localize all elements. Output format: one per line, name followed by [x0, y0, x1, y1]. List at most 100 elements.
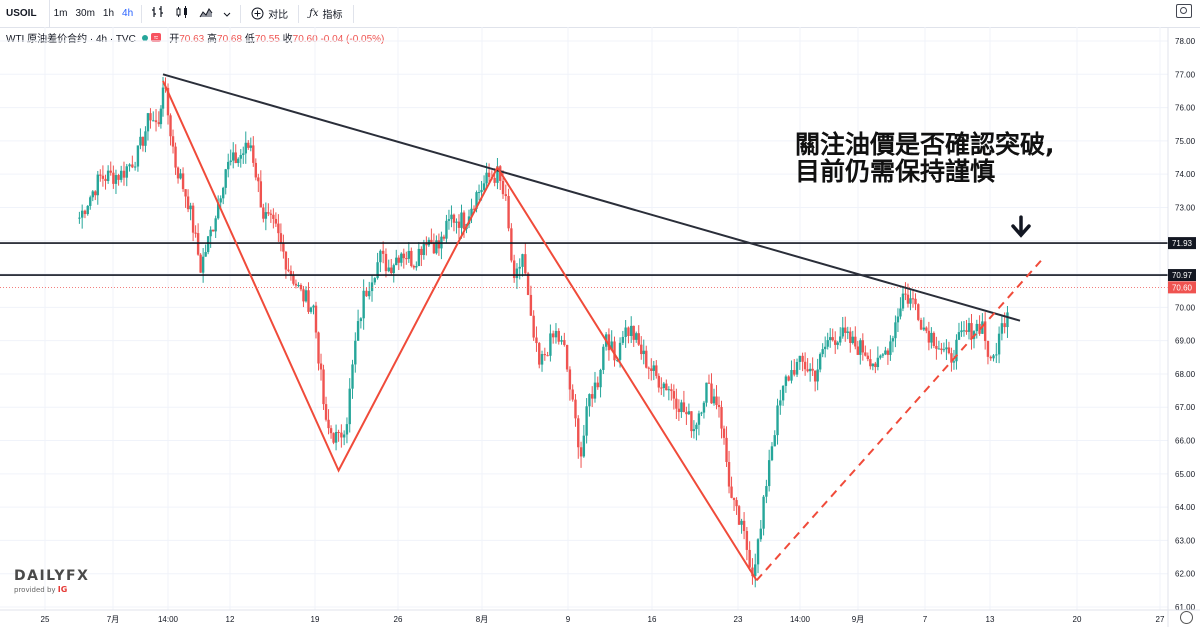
candle-body [257, 177, 260, 182]
bar-style-icon[interactable] [146, 5, 170, 22]
candle-body [665, 383, 668, 391]
candle-body [252, 145, 255, 163]
candle-body [417, 248, 421, 267]
gear-icon[interactable] [1180, 611, 1193, 624]
candle-body [224, 169, 227, 188]
candle-body [950, 353, 953, 363]
candle-body [430, 239, 433, 244]
candle-body [279, 233, 283, 243]
candle-body [146, 113, 150, 132]
candle-body [174, 146, 177, 168]
candle-body [917, 304, 920, 320]
candle-body [80, 210, 84, 218]
candle-body [889, 341, 892, 355]
time-tick-label: 7 [923, 615, 928, 624]
candle-body [901, 293, 905, 309]
candle-body [171, 136, 175, 147]
approx-badge[interactable]: ≈ [150, 33, 162, 42]
candle-body [356, 321, 360, 341]
price-tick-label: 70.00 [1175, 303, 1196, 312]
candle-body [402, 253, 405, 259]
candle-body [176, 167, 180, 179]
candle-body [91, 191, 94, 198]
price-tick-label: 67.00 [1175, 403, 1196, 412]
candle-body [687, 411, 691, 415]
candle-body [422, 244, 426, 256]
candle-body [829, 337, 832, 341]
candle-body [227, 161, 230, 170]
camera-icon[interactable] [1176, 4, 1192, 18]
price-tick-label: 77.00 [1175, 70, 1196, 79]
candle-body [274, 218, 278, 224]
candle-body [935, 345, 938, 349]
candle-body [348, 388, 351, 425]
candle-body [538, 343, 541, 365]
candle-body [571, 389, 574, 400]
candle-body [672, 391, 676, 399]
time-tick-label: 27 [1156, 615, 1165, 624]
candle-body [859, 340, 862, 355]
candle-body [919, 319, 923, 330]
candle-body [621, 336, 625, 343]
candle-body [239, 154, 242, 159]
candle-body [930, 332, 933, 343]
logo-sub: provided by IG [14, 585, 68, 594]
candle-body [345, 424, 349, 435]
candle-body [432, 243, 436, 254]
price-tick-label: 63.00 [1175, 536, 1196, 545]
candle-body [249, 145, 252, 148]
candle-body [655, 365, 658, 376]
price-label: 70.97 [1172, 271, 1193, 280]
candle-body [181, 173, 185, 190]
symbol-search[interactable]: USOIL [0, 0, 50, 27]
candle-body [194, 232, 197, 234]
candle-body [657, 375, 661, 388]
candle-body [891, 338, 895, 342]
interval-1h[interactable]: 1h [102, 8, 115, 19]
price-tick-label: 74.00 [1175, 170, 1196, 179]
candle-body [705, 382, 708, 403]
time-tick-label: 23 [734, 615, 743, 624]
price-chart[interactable]: 61.00 62.00 63.00 64.00 65.00 66.00 67.00 68.00… [0, 27, 1200, 627]
interval-30m[interactable]: 30m [75, 8, 95, 19]
candle-body [322, 369, 325, 405]
candle-body [267, 212, 270, 214]
candle-body [136, 145, 140, 167]
compare-button[interactable]: 对比 [245, 0, 294, 27]
candle-body [242, 153, 245, 155]
price-tick-label: 69.00 [1175, 337, 1196, 346]
candle-body [607, 334, 611, 351]
candle-body [201, 256, 205, 273]
chart-toolbar: USOIL 1m 30m 1h 4h 对比 ƒx 指标 [0, 0, 1200, 28]
interval-4h[interactable]: 4h [122, 8, 134, 19]
candle-body [354, 340, 357, 365]
candle-style-icon[interactable] [170, 5, 194, 22]
candle-body [412, 266, 416, 268]
candle-body [727, 461, 731, 487]
candle-body [844, 327, 847, 333]
interval-1m[interactable]: 1m [53, 8, 68, 19]
candle-body [866, 355, 870, 360]
candle-body [927, 330, 931, 343]
candle-body [302, 289, 305, 302]
candle-body [365, 290, 368, 297]
indicators-button[interactable]: ƒx 指标 [303, 0, 348, 27]
chevron-down-icon[interactable] [218, 7, 236, 21]
price-tick-label: 64.00 [1175, 503, 1196, 512]
candle-body [647, 367, 650, 369]
candle-body [742, 520, 746, 532]
candle-body [99, 174, 102, 176]
candle-body [400, 253, 403, 263]
candle-body [899, 308, 902, 317]
chart-annotation: 關注油價是否確認突破, 目前仍需保持謹慎 [795, 131, 1055, 185]
area-style-icon[interactable] [194, 5, 218, 22]
candle-body [219, 198, 222, 203]
candle-body [496, 166, 499, 183]
candle-body [680, 402, 683, 413]
candle-body [532, 315, 535, 338]
candle-body [630, 325, 633, 336]
zigzag-line [162, 80, 758, 581]
candle-body [667, 389, 671, 391]
candle-body [884, 350, 887, 355]
candle-body [735, 500, 738, 507]
